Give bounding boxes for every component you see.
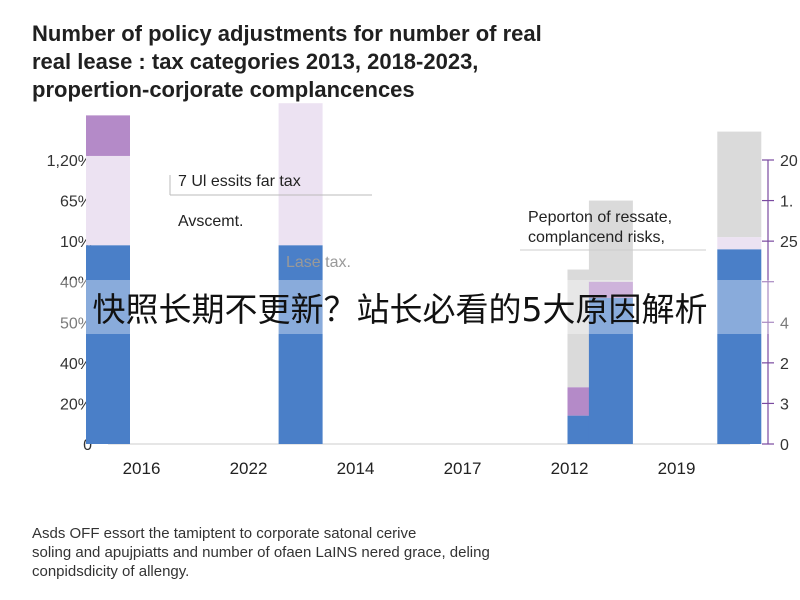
bar-segment bbox=[86, 115, 130, 156]
left-tick-label: 65% bbox=[60, 194, 92, 211]
footnote: Asds OFF essort the tamiptent to corpora… bbox=[32, 524, 772, 581]
bar-segment bbox=[86, 245, 130, 444]
left-tick-label: 20% bbox=[60, 396, 92, 413]
annotation-avscemt: Avscemt. bbox=[178, 213, 244, 230]
x-tick-label: 2017 bbox=[444, 459, 482, 478]
bar-segment bbox=[588, 297, 633, 444]
annotation-complancend: complancend risks, bbox=[528, 229, 665, 246]
footnote-line-1: Asds OFF essort the tamiptent to corpora… bbox=[32, 525, 417, 542]
annotation-lase-tax: Lase tax. bbox=[286, 254, 351, 271]
right-tick-label: 2 bbox=[780, 356, 789, 373]
left-axis: 0 20% 40% 50% 40% 10% 65% 1,20% bbox=[47, 153, 92, 454]
title-line-2: real lease : tax categories 2013, 2018-2… bbox=[32, 49, 479, 74]
footnote-line-2: soling and apujpiatts and number of ofae… bbox=[32, 544, 490, 561]
left-tick-label: 10% bbox=[60, 234, 92, 251]
right-tick-label: 1. bbox=[780, 194, 793, 211]
annotation-ul-essits: 7 Ul essits far tax bbox=[178, 173, 301, 190]
left-tick-label: 50% bbox=[60, 315, 92, 332]
bar-segment bbox=[588, 200, 633, 282]
right-axis: 0 3 2 4 25 1. 20 bbox=[762, 153, 798, 454]
bar-chart: 0 20% 40% 50% 40% 10% 65% 1,20% 0 3 2 4 25 1. 20 7 Ul… bbox=[47, 103, 798, 478]
overlay-banner-text: 快照长期不更新？站长必看的5大原因解析 bbox=[0, 280, 800, 334]
annotation-peporton: Peporton of ressate, bbox=[528, 209, 672, 226]
bar-segment bbox=[717, 131, 762, 238]
bar-segment bbox=[588, 281, 633, 298]
footnote-line-3: conpidsdicity of allengy. bbox=[32, 563, 190, 580]
chart-title: Number of policy adjustments for number … bbox=[32, 20, 772, 104]
x-tick-label: 2012 bbox=[551, 459, 589, 478]
right-tick-label: 25 bbox=[780, 234, 798, 251]
x-tick-label: 2014 bbox=[337, 459, 375, 478]
left-tick-label: 0 bbox=[83, 437, 92, 454]
x-tick-label: 2022 bbox=[230, 459, 268, 478]
right-tick-label: 0 bbox=[780, 437, 789, 454]
right-tick-label: 3 bbox=[780, 396, 789, 413]
x-axis: 2016 2022 2014 2017 2012 2019 bbox=[123, 459, 696, 478]
bar-segment bbox=[278, 245, 323, 444]
left-tick-label: 40% bbox=[60, 275, 92, 292]
right-tick-label: 4 bbox=[780, 315, 789, 332]
left-tick-label: 40% bbox=[60, 356, 92, 373]
left-tick-label: 1,20% bbox=[47, 153, 92, 170]
bars-layer bbox=[86, 103, 762, 445]
x-tick-label: 2019 bbox=[658, 459, 696, 478]
title-line-3: propertion-corjorate complancences bbox=[32, 77, 415, 102]
annotations-layer: 7 Ul essits far tax Avscemt. Lase tax. P… bbox=[169, 173, 706, 271]
title-line-1: Number of policy adjustments for number … bbox=[32, 21, 542, 46]
bar-segment bbox=[278, 103, 323, 246]
bar-segment bbox=[717, 237, 762, 250]
right-tick-label: 20 bbox=[780, 153, 798, 170]
x-tick-label: 2016 bbox=[123, 459, 161, 478]
bar-segment bbox=[717, 249, 762, 444]
bar-segment bbox=[86, 155, 130, 246]
